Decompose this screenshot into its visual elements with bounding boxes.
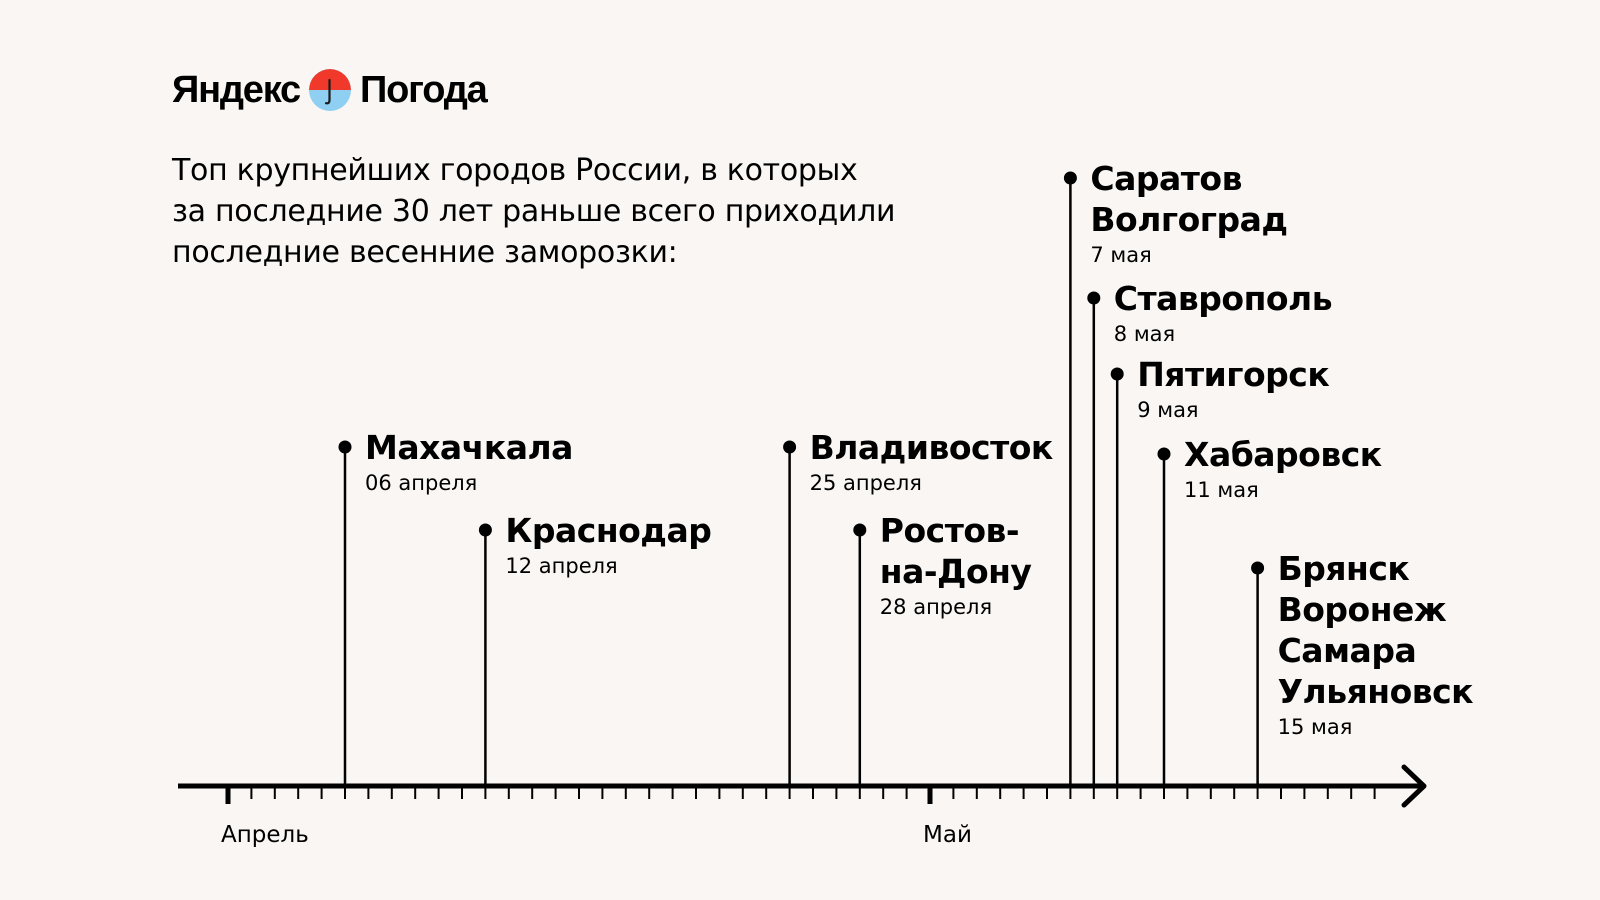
headline: Топ крупнейших городов России, в которых… (172, 150, 972, 273)
month-label: Май (923, 822, 972, 848)
date-label: 9 мая (1137, 398, 1198, 422)
city-label: Ростов- (880, 511, 1019, 550)
city-label: Воронеж (1278, 590, 1447, 629)
city-label: Пятигорск (1137, 355, 1329, 394)
city-label: Хабаровск (1184, 435, 1382, 474)
date-label: 11 мая (1184, 478, 1259, 502)
event-dot (1110, 367, 1124, 381)
event-dot (783, 440, 797, 454)
city-label: на-Дону (880, 552, 1032, 591)
event-dot (853, 523, 867, 537)
date-label: 7 мая (1090, 243, 1151, 267)
date-label: 28 апреля (880, 595, 992, 619)
city-label: Махачкала (365, 428, 573, 467)
city-label: Брянск (1278, 549, 1410, 588)
event-dot (1063, 171, 1077, 185)
city-label: Саратов (1090, 159, 1242, 198)
date-label: 12 апреля (505, 554, 617, 578)
city-label: Владивосток (810, 428, 1053, 467)
event-dot (1087, 291, 1101, 305)
city-label: Самара (1278, 631, 1417, 670)
date-label: 25 апреля (810, 471, 922, 495)
event-dot (338, 440, 352, 454)
city-label: Краснодар (505, 511, 711, 550)
logo-word-yandex: Яндекс (172, 69, 301, 111)
headline-line: Топ крупнейших городов России, в которых (172, 153, 858, 188)
date-label: 15 мая (1278, 715, 1353, 739)
city-label: Ставрополь (1114, 279, 1332, 318)
date-label: 06 апреля (365, 471, 477, 495)
headline-line: последние весенние заморозки: (172, 235, 678, 270)
city-label: Волгоград (1090, 200, 1287, 239)
umbrella-sun-icon (308, 69, 351, 111)
logo-word-pogoda: Погода (359, 69, 488, 111)
month-label: Апрель (221, 822, 309, 848)
event-dot (1251, 561, 1265, 575)
event-dot (478, 523, 492, 537)
event-dot (1157, 447, 1171, 461)
arrow-icon (1401, 764, 1427, 808)
headline-line: за последние 30 лет раньше всего приходи… (172, 194, 896, 229)
city-label: Ульяновск (1278, 672, 1474, 711)
yandex-weather-logo: Яндекс Погода (172, 66, 488, 114)
date-label: 8 мая (1114, 322, 1175, 346)
